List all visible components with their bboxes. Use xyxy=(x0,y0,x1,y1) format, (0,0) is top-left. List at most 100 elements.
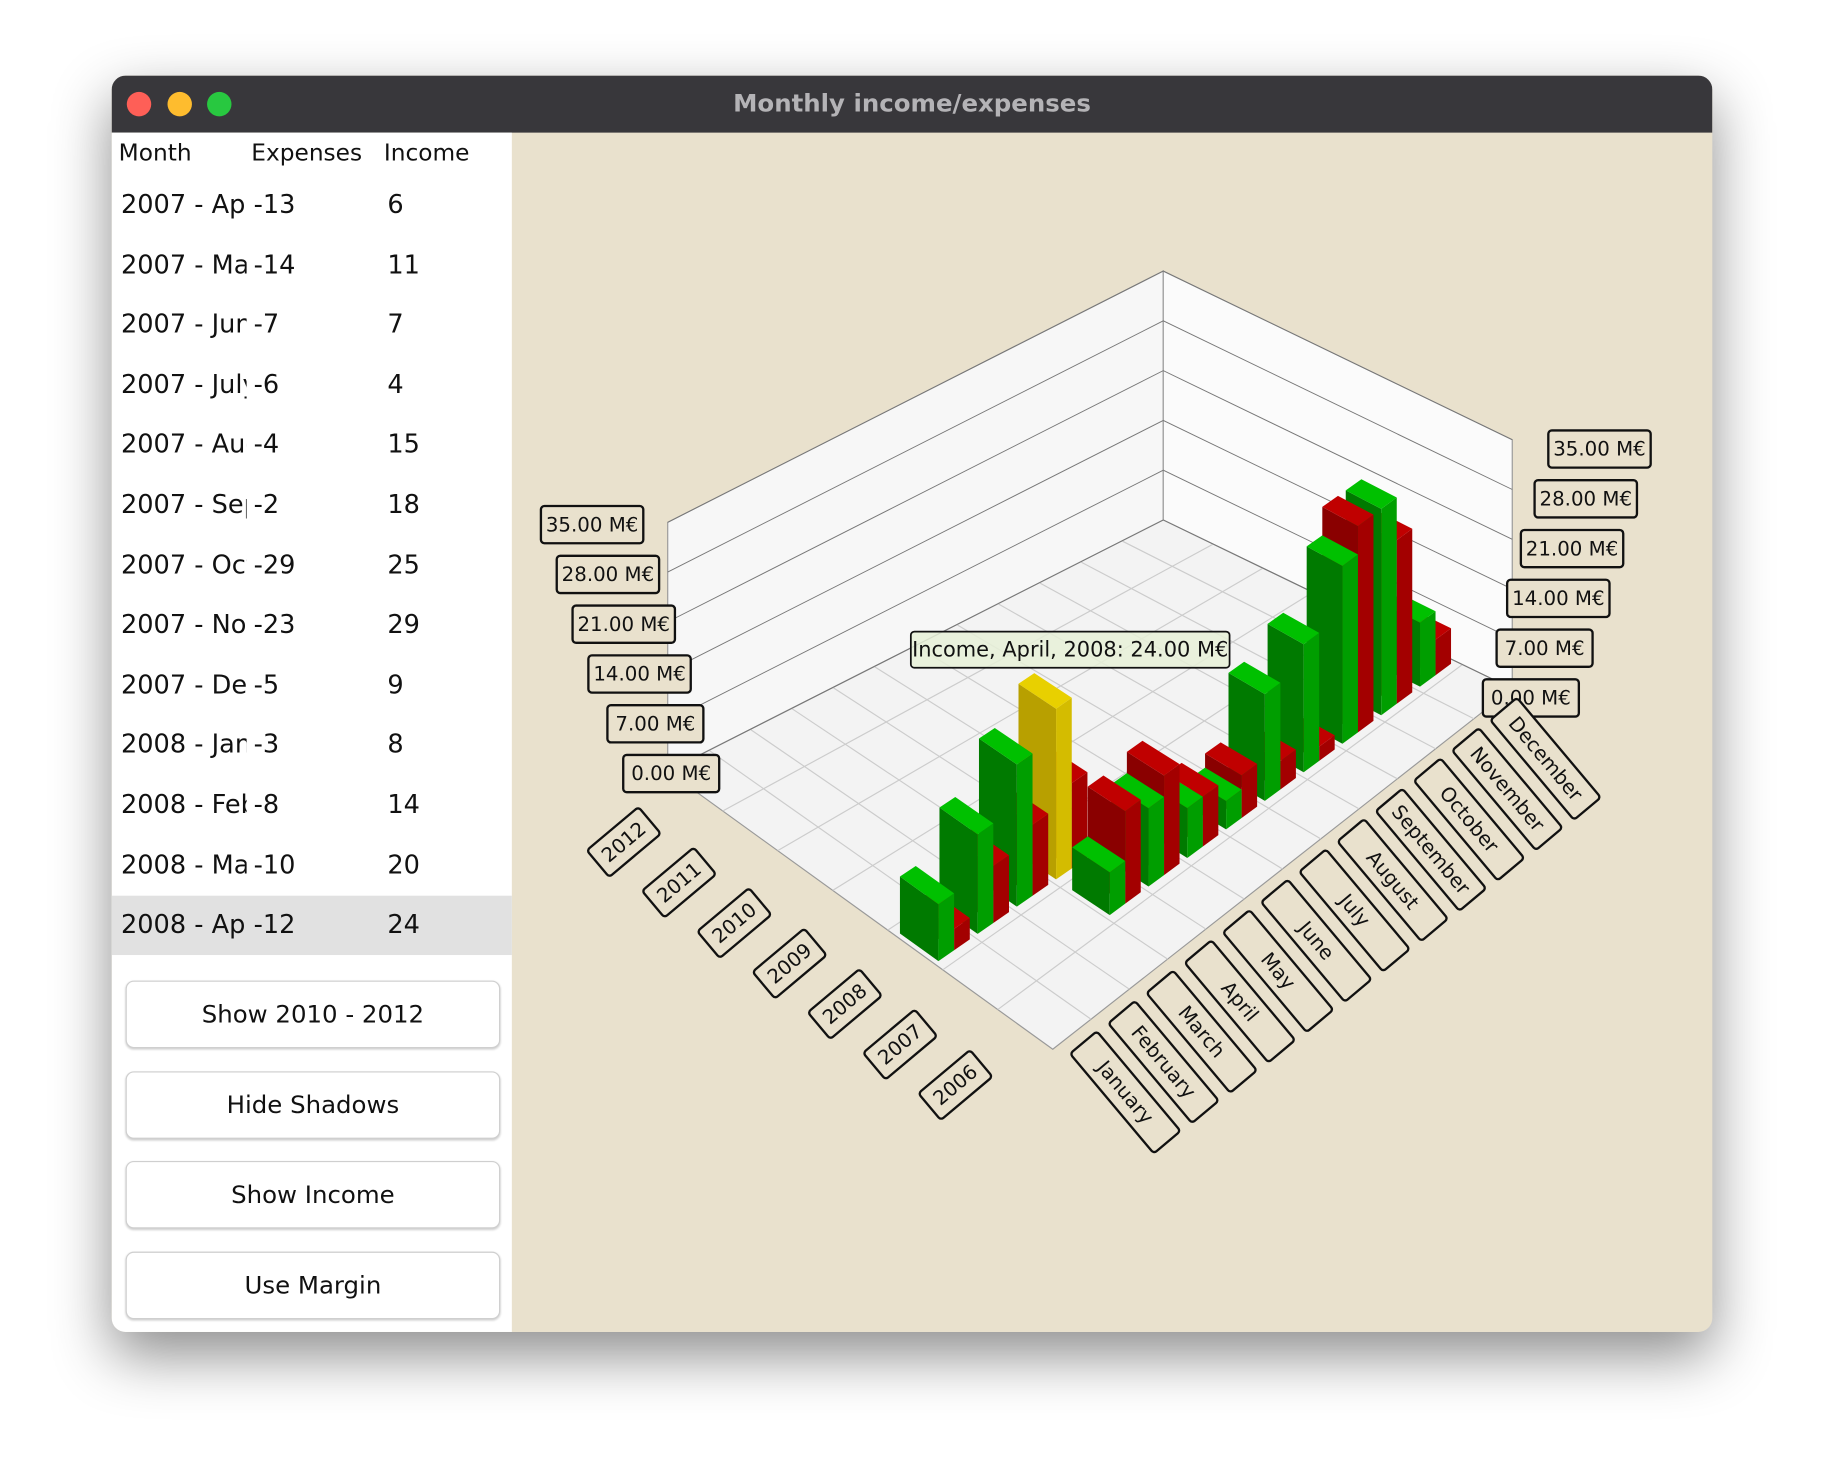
table-row[interactable]: 2008 - March-10 20 xyxy=(112,836,512,895)
bar-top xyxy=(1072,836,1126,873)
label-box xyxy=(918,1050,993,1120)
expenses-cell: -8 xyxy=(253,791,280,821)
expenses-cell: -13 xyxy=(253,190,296,220)
bar-face xyxy=(1319,735,1335,761)
bar-top xyxy=(1267,612,1320,645)
value-tick-label: 28.00 M€ xyxy=(1540,487,1633,510)
column-header[interactable]: Month xyxy=(118,138,192,167)
zoom-button[interactable] xyxy=(207,91,232,117)
column-header[interactable]: Expenses xyxy=(251,138,363,167)
table-row[interactable]: 2007 - September-2 18 xyxy=(112,476,512,535)
expenses-cell: -5 xyxy=(253,670,280,701)
bar-face xyxy=(1435,628,1452,676)
bar-face xyxy=(899,876,939,962)
table-row[interactable]: 2007 - November-23 29 xyxy=(112,596,512,655)
value-tick-label: 21.00 M€ xyxy=(577,613,669,636)
bar-face xyxy=(1164,764,1180,876)
floor-grid-line xyxy=(997,664,1463,1011)
bar-face xyxy=(1342,554,1358,744)
value-label-box xyxy=(1533,479,1639,519)
value-label-box xyxy=(622,753,721,794)
value-tick-label: 7.00 M€ xyxy=(1505,637,1585,660)
bar-face xyxy=(1148,796,1165,887)
bar-face xyxy=(1241,763,1258,818)
wall-grid-line xyxy=(667,320,1513,573)
expenses-cell: -2 xyxy=(253,490,280,520)
bar-face xyxy=(1357,514,1374,733)
label-box xyxy=(1375,788,1486,911)
month-cell: 2008 - February xyxy=(120,791,247,821)
bar-top xyxy=(978,727,1033,765)
value-label-box xyxy=(606,704,705,744)
label-box xyxy=(752,928,827,999)
label-box xyxy=(697,888,772,958)
value-label-box xyxy=(1519,528,1625,569)
expenses-cell: -10 xyxy=(253,851,296,881)
label-box xyxy=(1299,849,1410,972)
month-cell: 2007 - May xyxy=(120,250,247,280)
label-box xyxy=(1108,1001,1219,1123)
table-row[interactable]: 2007 - June-7 7 xyxy=(112,296,512,355)
label-box xyxy=(1490,697,1601,820)
label-box xyxy=(1070,1031,1181,1154)
expenses-cell: -23 xyxy=(253,610,296,641)
table-row[interactable]: 2007 - July -6 4 xyxy=(112,356,512,415)
button[interactable]: Hide Shadows xyxy=(125,1070,501,1139)
table-row[interactable]: 2008 - April-12 24 xyxy=(111,895,512,956)
value-tick-label: 14.00 M€ xyxy=(593,663,685,686)
bar-face xyxy=(1280,749,1296,790)
button[interactable]: Show 2010 - 2012 xyxy=(125,980,501,1049)
income-cell: 6 xyxy=(387,190,404,220)
bar-top xyxy=(1205,742,1258,776)
table-row[interactable]: 2007 - October-29 25 xyxy=(112,536,512,595)
wall-grid-line xyxy=(667,370,1513,623)
tooltip: Income, April, 2008: 24.00 M€ xyxy=(912,637,1228,661)
floor-grid-line xyxy=(832,591,1314,891)
year-label: 2006 xyxy=(918,1050,993,1120)
bar-top xyxy=(1126,740,1180,776)
bar-face xyxy=(1109,860,1126,916)
label-box xyxy=(1146,970,1257,1093)
month-cell: 2007 - June xyxy=(120,310,247,340)
table-row[interactable]: 2008 - January-3 8 xyxy=(112,716,512,775)
bar-face xyxy=(993,855,1010,923)
close-button[interactable] xyxy=(126,91,152,117)
button[interactable]: Show Income xyxy=(125,1160,501,1229)
label-box xyxy=(808,969,882,1039)
table-row[interactable]: 2007 - August-4 15 xyxy=(112,416,512,475)
floor-grid-line xyxy=(722,543,1214,812)
year-label: 2007 xyxy=(863,1009,937,1080)
value-tick-label: 7.00 M€ xyxy=(615,712,695,735)
month-cell: 2007 - April xyxy=(120,190,247,220)
bar-face xyxy=(1264,682,1281,801)
label-box xyxy=(642,847,716,918)
label-box xyxy=(863,1009,937,1080)
value-label-box xyxy=(587,654,692,694)
month-cell: 2007 - July xyxy=(120,370,247,400)
value-tick-label: 28.00 M€ xyxy=(562,563,655,586)
bar-face xyxy=(1303,632,1320,773)
bar-top xyxy=(1087,775,1141,812)
minimize-button[interactable] xyxy=(167,91,192,117)
column-header[interactable]: Income xyxy=(383,138,470,167)
label-box xyxy=(1184,940,1295,1063)
value-tick-label: 0.00 M€ xyxy=(631,762,711,785)
month-cell: 2007 - November xyxy=(120,610,247,641)
button[interactable]: Use Margin xyxy=(125,1251,501,1319)
value-label-box xyxy=(1547,429,1652,469)
table-row[interactable]: 2007 - May-14 11 xyxy=(112,236,512,295)
expenses-cell: -4 xyxy=(253,430,280,460)
table-row[interactable]: 2008 - February-8 14 xyxy=(112,776,512,835)
label-box xyxy=(1452,728,1563,850)
tooltip-box xyxy=(909,630,1231,669)
year-label: 2011 xyxy=(642,847,716,918)
month-cell: 2007 - December xyxy=(120,670,247,701)
chart: 0.00 M€ 0.00 M€ 7.00 M€ 7.00 M€ 14.00 M€ 14.0… xyxy=(539,270,1652,1154)
bar-face xyxy=(977,823,994,934)
table-row[interactable]: 2007 - April-13 6 xyxy=(112,176,512,235)
month-cell: 2007 - August xyxy=(120,430,247,460)
income-cell: 8 xyxy=(387,730,404,761)
value-label-box xyxy=(1505,578,1611,619)
table-row[interactable]: 2007 - December-5 9 xyxy=(112,656,512,715)
